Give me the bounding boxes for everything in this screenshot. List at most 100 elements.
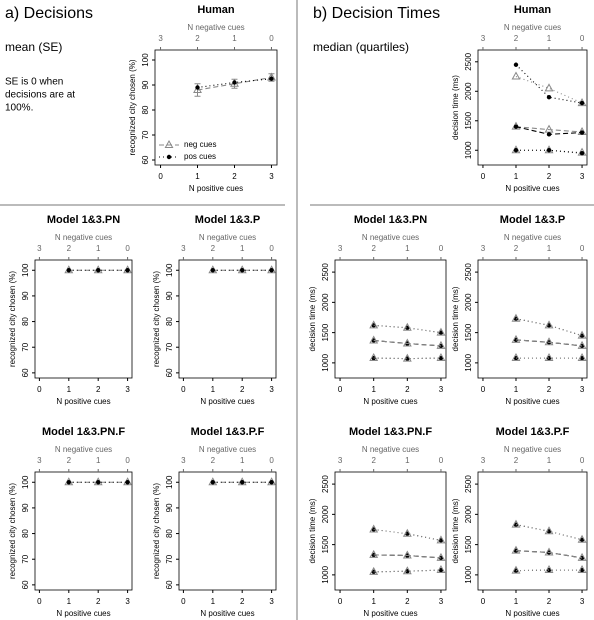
marker-triangle [402, 566, 412, 575]
x2-tick-label: 0 [439, 456, 444, 465]
x2-tick-label: 2 [514, 244, 519, 253]
y-tick-label: 80 [165, 529, 174, 538]
x-tick-label: 2 [405, 385, 410, 394]
y-tick-label: 80 [141, 105, 150, 114]
x2-tick-label: 1 [547, 456, 552, 465]
x-tick-label: 3 [580, 385, 585, 394]
y-tick-label: 80 [21, 317, 30, 326]
x2-tick-label: 2 [67, 244, 72, 253]
x-axis-label: N positive cues [505, 184, 559, 193]
x-tick-label: 0 [481, 172, 486, 181]
marker-triangle [402, 338, 412, 347]
y-tick-label: 2000 [321, 505, 330, 523]
y-tick-label: 100 [21, 263, 30, 277]
x2-tick-label: 1 [547, 244, 552, 253]
marker-triangle [436, 552, 446, 561]
marker-dot [269, 76, 274, 81]
x-tick-label: 1 [514, 385, 519, 394]
section-subtitle: median (quartiles) [313, 40, 409, 54]
marker-triangle [193, 84, 202, 93]
marker-dot [125, 268, 130, 273]
x-tick-label: 2 [240, 385, 245, 394]
x2-tick-label: 3 [37, 244, 42, 253]
x-axis-label: N positive cues [189, 184, 243, 193]
y-tick-label: 2000 [464, 505, 473, 523]
x-tick-label: 3 [269, 597, 274, 606]
y-tick-label: 90 [141, 80, 150, 89]
x-tick-label: 1 [514, 172, 519, 181]
x2-axis-label: N negative cues [504, 23, 561, 32]
marker-dot [66, 480, 72, 485]
x2-tick-label: 0 [580, 244, 585, 253]
y-tick-label: 2000 [464, 82, 473, 100]
marker-triangle [544, 526, 554, 535]
marker-triangle [511, 313, 521, 322]
x-tick-label: 0 [481, 385, 486, 394]
marker-triangle [369, 549, 379, 558]
y-tick-label: 90 [21, 503, 30, 512]
section-subtitle: mean (SE) [5, 40, 62, 54]
x-tick-label: 1 [67, 597, 72, 606]
x-tick-label: 0 [37, 385, 42, 394]
marker-triangle [544, 320, 554, 329]
x-axis-label: N positive cues [505, 609, 559, 618]
y-tick-label: 1500 [321, 535, 330, 553]
marker-triangle [369, 566, 379, 575]
y-tick-label: 1000 [464, 565, 473, 583]
marker-triangle [577, 340, 587, 349]
x-tick-label: 1 [371, 597, 376, 606]
y-axis-label: decision time (ms) [308, 286, 317, 351]
x-tick-label: 2 [96, 597, 101, 606]
marker-triangle [511, 334, 521, 343]
marker-dot [210, 480, 216, 485]
x2-tick-label: 1 [96, 244, 101, 253]
marker-triangle [544, 337, 554, 346]
section-title: b) Decision Times [313, 5, 440, 22]
chart-title: Model 1&3.PN.F [349, 426, 432, 438]
marker-triangle [544, 83, 554, 92]
y-tick-label: 90 [165, 291, 174, 300]
x2-tick-label: 2 [514, 456, 519, 465]
y-tick-label: 1500 [464, 323, 473, 341]
legend-marker [166, 154, 172, 160]
x2-axis-label: N negative cues [504, 445, 561, 454]
y-tick-label: 1000 [321, 565, 330, 583]
chart-title: Human [514, 4, 552, 16]
y-tick-label: 80 [21, 529, 30, 538]
y-tick-label: 2500 [321, 263, 330, 281]
x-axis-label: N positive cues [56, 397, 110, 406]
y-tick-label: 2000 [464, 293, 473, 311]
x2-tick-label: 0 [125, 244, 130, 253]
y-tick-label: 70 [141, 130, 150, 139]
chart-title: Model 1&3.P [500, 214, 565, 226]
x-tick-label: 3 [269, 385, 274, 394]
chart-title: Model 1&3.P.F [496, 426, 570, 438]
plot-frame [178, 471, 277, 591]
chart-title: Model 1&3.PN.F [42, 426, 125, 438]
marker-triangle [577, 352, 587, 362]
x-tick-label: 2 [547, 385, 552, 394]
plot-frame [34, 471, 133, 591]
x2-tick-label: 3 [181, 456, 186, 465]
x2-tick-label: 3 [481, 456, 486, 465]
series-line [515, 318, 583, 337]
y-tick-label: 2500 [464, 475, 473, 493]
series-line [373, 528, 442, 541]
marker-dot [66, 268, 72, 273]
x2-tick-label: 0 [580, 34, 585, 43]
y-tick-label: 60 [165, 368, 174, 377]
marker-triangle [436, 352, 446, 362]
plot-frame [477, 471, 588, 591]
plot-frame [154, 49, 278, 166]
x-tick-label: 2 [232, 172, 237, 181]
x-tick-label: 0 [338, 597, 343, 606]
chart-title: Model 1&3.PN [47, 214, 120, 226]
chart-title: Model 1&3.P.F [191, 426, 265, 438]
y-axis-label: recognized city chosen (%) [8, 271, 17, 367]
x2-tick-label: 1 [547, 34, 552, 43]
y-tick-label: 70 [165, 554, 174, 563]
x2-axis-label: N negative cues [55, 233, 112, 242]
note: 100%. [5, 103, 33, 114]
